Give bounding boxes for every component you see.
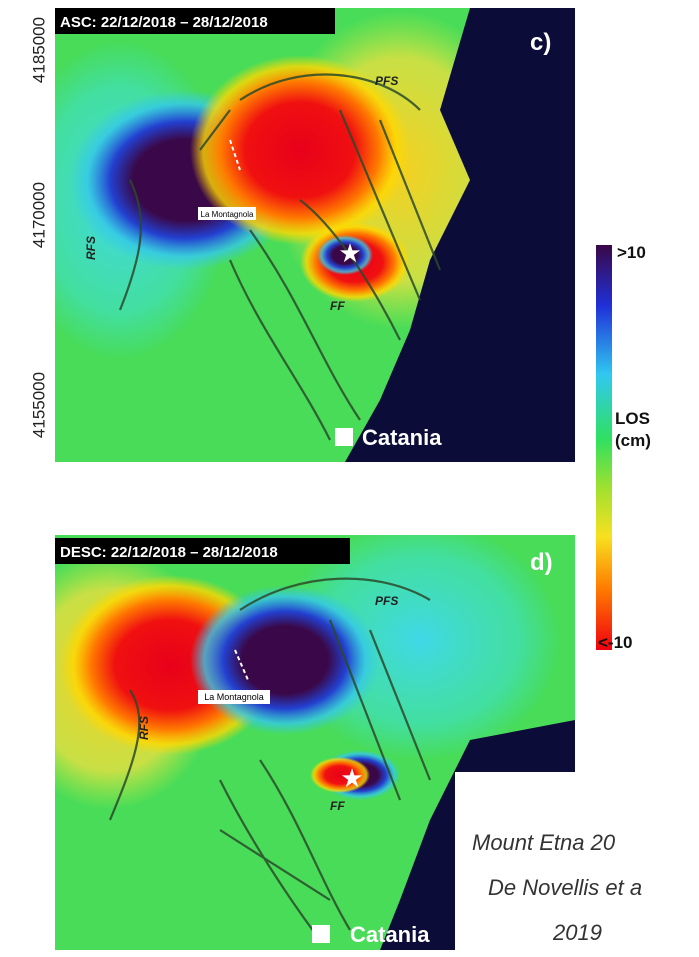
deformation [190, 585, 380, 735]
fault-lines [108, 577, 432, 941]
caption-line: Mount Etna 20 [472, 830, 616, 855]
fault-label: PFS [375, 594, 398, 608]
y-tick-label: 4170000 [29, 182, 48, 248]
fault-label: PFS [375, 74, 398, 88]
city-marker [335, 428, 353, 446]
panel-label: d) [530, 549, 553, 576]
place-label: La Montagnola [204, 692, 264, 702]
fissure [234, 649, 249, 681]
sea [345, 8, 575, 462]
caption-bg [455, 772, 699, 957]
fault-label: FF [330, 799, 345, 813]
place-box [198, 690, 270, 704]
panel-label: c) [530, 29, 551, 56]
panel-title: DESC: 22/12/2018 – 28/12/2018 [60, 544, 278, 561]
deformation [317, 235, 373, 275]
place-label: La Montagnola [201, 210, 254, 219]
y-tick-label: 4185000 [29, 17, 48, 83]
star: ★ [338, 238, 361, 268]
fault-lines [118, 73, 442, 441]
city-marker [312, 925, 330, 943]
fault-label: FF [330, 299, 345, 313]
fault-label: RFS [84, 236, 98, 260]
caption-line: 2019 [552, 920, 602, 945]
y-tick-label: 4155000 [29, 372, 48, 438]
star: ★ [340, 763, 363, 793]
deformation [310, 757, 370, 793]
fissure [229, 139, 241, 171]
colorbar-label: (cm) [615, 431, 651, 450]
title-bg [55, 538, 350, 564]
panel-title: ASC: 22/12/2018 – 28/12/2018 [60, 14, 268, 31]
city-label: Catania [362, 425, 442, 450]
colorbar-label: <-10 [598, 633, 633, 652]
map-panel-c [55, 8, 575, 462]
colorbar-label: >10 [617, 243, 646, 262]
colorbar [596, 245, 612, 650]
deformation [190, 55, 410, 245]
city-label: Catania [350, 922, 430, 947]
caption-line: De Novellis et a [488, 875, 642, 900]
colorbar-label: LOS [615, 409, 650, 428]
place-box [198, 207, 256, 220]
title-bg [55, 8, 335, 34]
fault-label: RFS [137, 716, 151, 740]
